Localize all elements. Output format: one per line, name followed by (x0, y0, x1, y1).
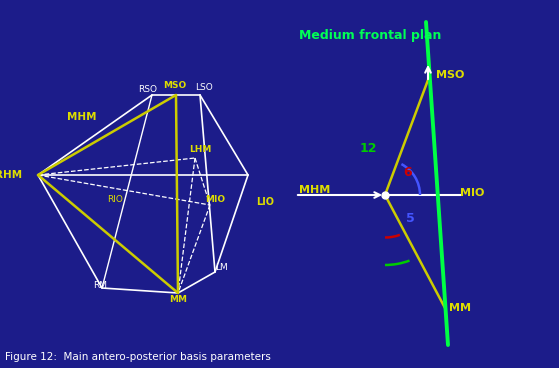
Text: LSO: LSO (195, 84, 213, 92)
Text: MIO: MIO (460, 188, 484, 198)
Text: RIO: RIO (107, 195, 123, 205)
Text: MM: MM (449, 303, 471, 313)
Text: 12: 12 (359, 142, 377, 155)
Text: RHM: RHM (0, 170, 22, 180)
Text: RM: RM (93, 280, 107, 290)
Text: MHM: MHM (300, 185, 330, 195)
Text: Medium frontal plan: Medium frontal plan (299, 28, 441, 42)
Text: 5: 5 (406, 212, 414, 224)
Text: RSO: RSO (139, 85, 158, 93)
Text: LHM: LHM (189, 145, 211, 155)
Text: Figure 12:  Main antero-posterior basis parameters: Figure 12: Main antero-posterior basis p… (5, 352, 271, 362)
Text: MHM: MHM (67, 112, 97, 122)
Text: LIO: LIO (256, 197, 274, 207)
Text: MSO: MSO (436, 70, 464, 80)
Text: MM: MM (169, 296, 187, 304)
Text: LM: LM (216, 263, 229, 272)
Text: MSO: MSO (163, 81, 187, 89)
Text: MIO: MIO (205, 195, 225, 205)
Text: 6: 6 (404, 166, 413, 178)
